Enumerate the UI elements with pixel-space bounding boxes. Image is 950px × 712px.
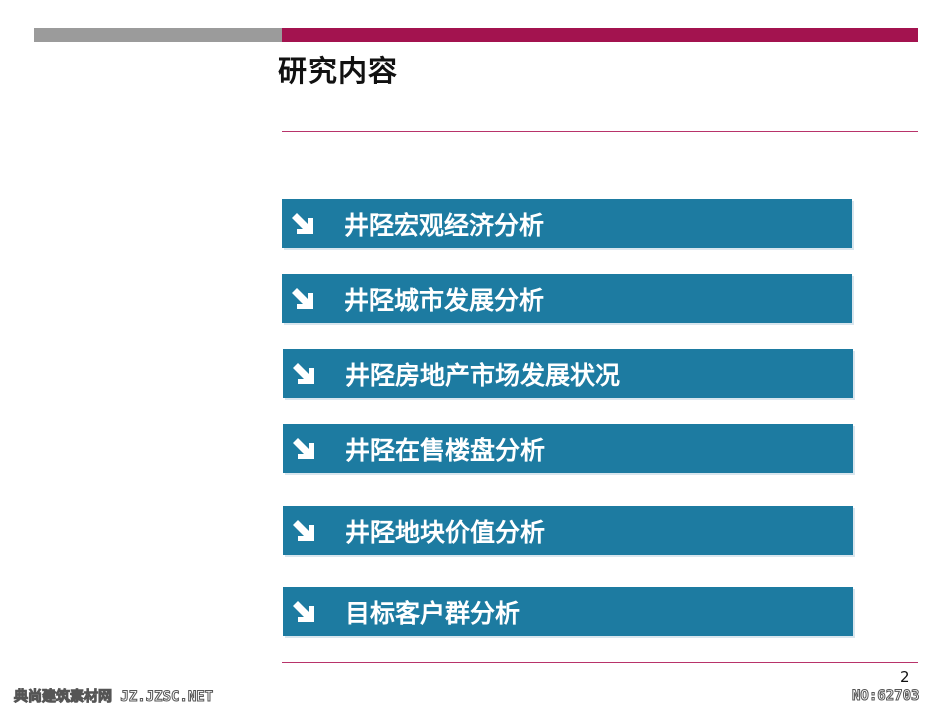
page-number: 2 (900, 668, 910, 686)
slide-title: 研究内容 (278, 54, 399, 88)
arrow-down-right-icon (293, 438, 314, 459)
list-item-city-development: 井陉城市发展分析 (282, 274, 852, 323)
arrow-down-right-icon (293, 363, 314, 384)
list-item-label: 井陉地块价值分析 (345, 517, 546, 547)
list-item-label: 井陉宏观经济分析 (344, 210, 545, 240)
header-bar-accent (282, 28, 918, 42)
arrow-down-right-icon (293, 520, 314, 541)
arrow-down-right-icon (293, 601, 314, 622)
list-item-real-estate-market: 井陉房地产市场发展状况 (283, 349, 853, 398)
list-item-properties-on-sale: 井陉在售楼盘分析 (283, 424, 853, 473)
list-item-label: 井陉房地产市场发展状况 (345, 360, 621, 390)
list-item-target-customers: 目标客户群分析 (283, 587, 853, 636)
list-item-macro-economy: 井陉宏观经济分析 (282, 199, 852, 248)
watermark-id: NO:62703 (851, 688, 920, 705)
list-item-label: 井陉城市发展分析 (344, 285, 545, 315)
arrow-down-right-icon (292, 288, 313, 309)
bottom-divider (282, 662, 918, 663)
watermark-site: 典尚建筑素材网 JZ.JZSC.NET (13, 689, 214, 706)
list-item-label: 井陉在售楼盘分析 (345, 435, 546, 465)
list-item-land-value: 井陉地块价值分析 (283, 506, 853, 555)
list-item-label: 目标客户群分析 (345, 598, 521, 628)
header-bar-gray (34, 28, 282, 42)
arrow-down-right-icon (292, 213, 313, 234)
top-divider (282, 131, 918, 132)
